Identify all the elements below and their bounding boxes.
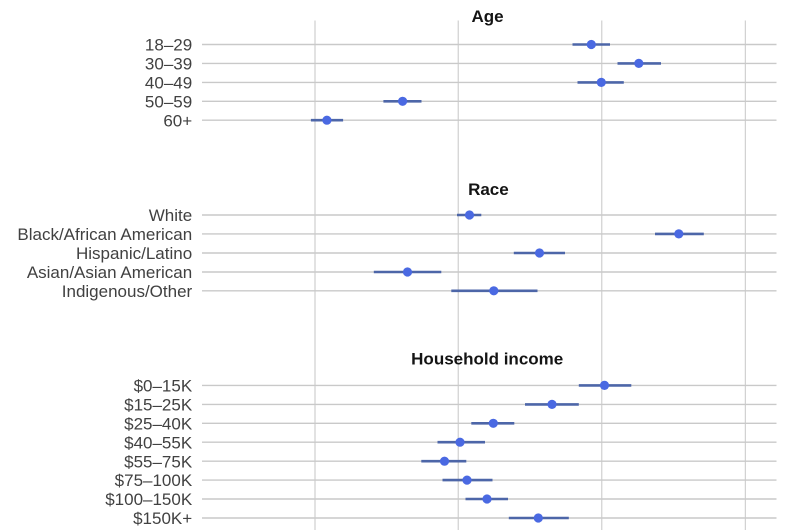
- svg-text:Asian/Asian American: Asian/Asian American: [27, 263, 192, 282]
- svg-text:White: White: [149, 206, 192, 225]
- svg-text:$25–40K: $25–40K: [124, 414, 193, 433]
- svg-text:Age: Age: [471, 7, 503, 26]
- svg-text:60+: 60+: [163, 111, 192, 130]
- svg-text:30–39: 30–39: [145, 55, 192, 74]
- svg-text:Race: Race: [468, 180, 509, 199]
- svg-text:Indigenous/Other: Indigenous/Other: [62, 282, 193, 301]
- svg-text:18–29: 18–29: [145, 36, 192, 55]
- svg-text:$55–75K: $55–75K: [124, 452, 193, 471]
- svg-text:$15–25K: $15–25K: [124, 396, 193, 415]
- svg-text:$75–100K: $75–100K: [115, 471, 193, 490]
- svg-text:Black/African American: Black/African American: [17, 225, 192, 244]
- svg-text:50–59: 50–59: [145, 92, 192, 111]
- svg-text:$40–55K: $40–55K: [124, 433, 193, 452]
- svg-text:$0–15K: $0–15K: [134, 377, 193, 396]
- svg-text:$150K+: $150K+: [133, 509, 192, 528]
- svg-text:40–49: 40–49: [145, 74, 192, 93]
- svg-text:Household income: Household income: [411, 349, 563, 368]
- svg-text:Hispanic/Latino: Hispanic/Latino: [76, 244, 192, 263]
- svg-text:$100–150K: $100–150K: [105, 490, 193, 509]
